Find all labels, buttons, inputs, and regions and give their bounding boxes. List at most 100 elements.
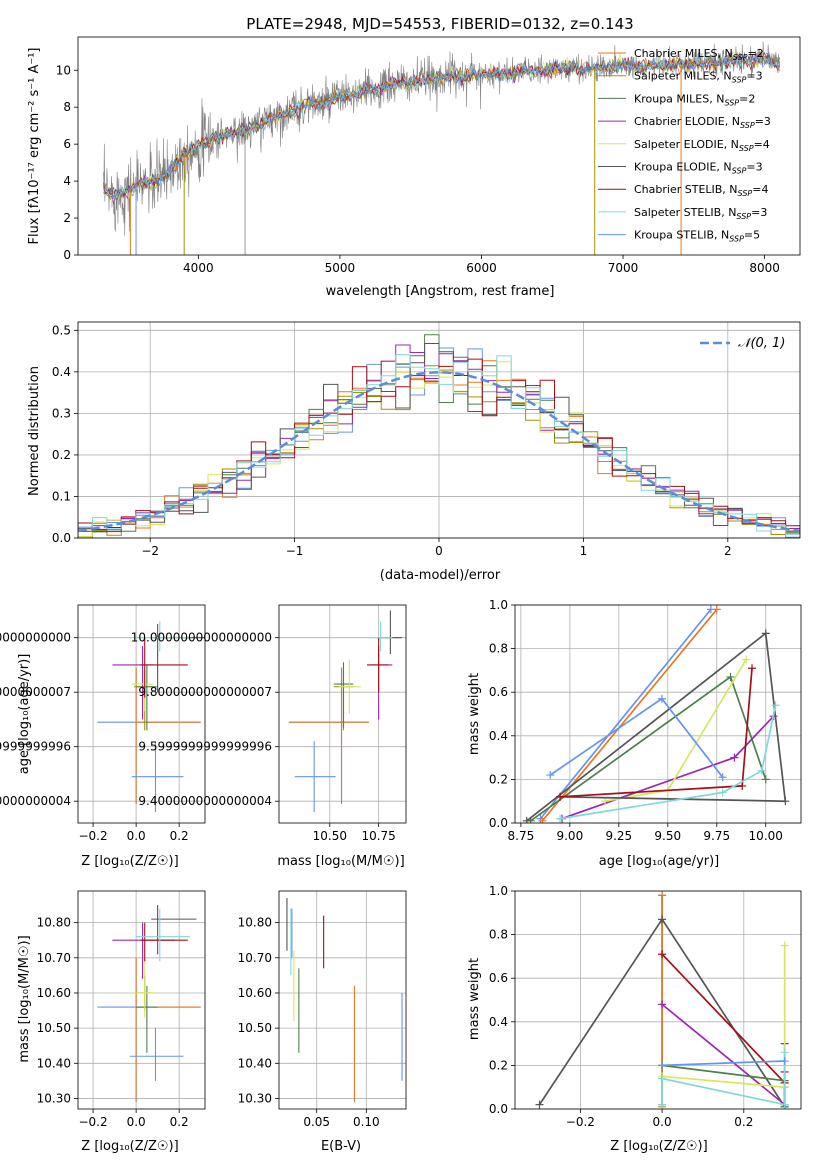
legend-label: Chabrier MILES, NSSP=2 [634, 47, 764, 62]
mass-vs-Z-xlabel: Z [log₁₀(Z/Z☉)] [81, 1139, 178, 1154]
weight-vs-Z-xlabel: Z [log₁₀(Z/Z☉)] [610, 1139, 707, 1154]
spectrum-plot-area [103, 41, 781, 255]
x-tick-label: 2 [724, 544, 732, 558]
x-tick-label: 0.0 [127, 1115, 146, 1129]
age-vs-Z-ylabel: age [log₁₀(age/yr)] [17, 654, 32, 775]
x-tick-label: 10.75 [361, 829, 395, 843]
weight-vs-Z-plot-area [535, 891, 789, 1109]
mass-weight-marker [658, 1074, 667, 1083]
mass-weight-marker [535, 1100, 544, 1109]
spectrum-xlabel: wavelength [Angstrom, rest frame] [326, 284, 555, 299]
mass-weight-marker [781, 797, 790, 806]
residuals-panel: (data-model)/error Normed distribution −… [27, 321, 801, 583]
x-tick-label: −0.2 [78, 1115, 107, 1129]
legend-label: Chabrier STELIB, NSSP=4 [634, 183, 768, 198]
mass-weight-line [559, 705, 777, 820]
age-vs-mass-xlabel: mass [log₁₀(M/M☉)] [277, 854, 404, 869]
x-tick-label: 0.10 [353, 1115, 380, 1129]
y-tick-label: 2 [63, 211, 71, 225]
y-tick-label: 10.80 [37, 916, 71, 930]
mass-vs-Z-panel: Z [log₁₀(Z/Z☉)] mass [log₁₀(M/M☉)] −0.2 0… [17, 890, 206, 1154]
x-tick-label: 0.2 [734, 1115, 753, 1129]
y-tick-label: 0.4 [52, 365, 71, 379]
y-tick-label: 1.0 [489, 598, 508, 612]
mass-weight-marker [718, 788, 727, 797]
legend-label: Kroupa MILES, NSSP=2 [634, 92, 755, 107]
legend-label: Kroupa STELIB, NSSP=5 [634, 229, 760, 244]
x-tick-label: 0.0 [653, 1115, 672, 1129]
x-tick-label: 10.00 [749, 829, 783, 843]
mass-vs-ebv-frame [278, 890, 407, 1110]
y-tick-label: 9.5999999999999996 [138, 740, 272, 754]
y-tick-label: 9.8000000000000007 [0, 685, 71, 699]
residuals-legend: 𝒩(0, 1) [700, 336, 785, 351]
weight-vs-Z-ylabel: mass weight [467, 958, 482, 1040]
mass-weight-marker [780, 1057, 789, 1066]
mass-vs-Z-plot-area [97, 905, 201, 1102]
x-tick-label: 9.25 [605, 829, 632, 843]
spectrum-legend: Chabrier MILES, NSSP=2 Salpeter MILES, NS… [598, 47, 771, 244]
mass-weight-marker [780, 1100, 789, 1109]
x-tick-label: 10.50 [313, 829, 347, 843]
y-tick-label: 10 [56, 63, 71, 77]
normal-reference-curve [78, 371, 800, 532]
mass-weight-marker [761, 629, 770, 638]
mass-weight-marker [556, 792, 565, 801]
y-tick-label: 10.30 [238, 1091, 272, 1105]
x-tick-label: 9.75 [703, 829, 730, 843]
y-tick-label: 10.50 [238, 1021, 272, 1035]
x-tick-label: −0.2 [566, 1115, 595, 1129]
y-tick-label: 0.2 [489, 772, 508, 786]
residuals-plot-area [78, 334, 800, 538]
x-tick-label: −1 [286, 544, 304, 558]
y-tick-label: 0.8 [489, 928, 508, 942]
age-vs-Z-xlabel: Z [log₁₀(Z/Z☉)] [81, 854, 178, 869]
y-tick-label: 1.0 [489, 884, 508, 898]
x-tick-label: −2 [141, 544, 159, 558]
x-tick-label: 0.2 [170, 829, 189, 843]
residuals-xlabel: (data-model)/error [380, 568, 501, 583]
mass-vs-ebv-plot-area [286, 898, 403, 1102]
x-tick-label: 1 [580, 544, 588, 558]
x-tick-label: 9.50 [654, 829, 681, 843]
spectrum-ylabel: Flux [fλ10⁻¹⁷ erg cm⁻² s⁻¹ A⁻¹] [27, 48, 42, 245]
y-tick-label: 9.4000000000000004 [0, 794, 71, 808]
y-tick-label: 4 [63, 174, 71, 188]
x-tick-label: 7000 [608, 261, 639, 275]
y-tick-label: 10.70 [238, 951, 272, 965]
weight-vs-Z-panel: Z [log₁₀(Z/Z☉)] mass weight −0.2 0.0 0.2 0.… [467, 884, 802, 1154]
x-tick-label: 4000 [183, 261, 214, 275]
mass-weight-line [661, 1052, 786, 1106]
residuals-frame [77, 321, 801, 539]
weight-vs-age-frame [514, 604, 802, 824]
y-tick-label: 10.70 [37, 951, 71, 965]
weight-vs-age-xlabel: age [log₁₀(age/yr)] [599, 854, 720, 869]
mass-weight-marker [658, 891, 667, 900]
x-tick-label: 8.75 [508, 829, 535, 843]
mass-weight-marker [657, 694, 666, 703]
y-tick-label: 9.5999999999999996 [0, 740, 71, 754]
y-tick-label: 0.4 [489, 1015, 508, 1029]
mass-weight-marker [658, 950, 667, 959]
y-tick-label: 10.50 [37, 1021, 71, 1035]
x-tick-label: 0.05 [303, 1115, 330, 1129]
y-tick-label: 0.0 [489, 816, 508, 830]
y-tick-label: 9.4000000000000004 [138, 794, 272, 808]
age-vs-mass-panel: mass [log₁₀(M/M☉)] 10.50 10.75 9.400000000… [131, 604, 407, 869]
mass-weight-marker [538, 816, 547, 823]
mass-weight-marker [742, 655, 751, 664]
spectrum-panel: PLATE=2948, MJD=54553, FIBERID=0132, z=0… [27, 15, 801, 299]
mass-weight-marker [757, 766, 766, 775]
residuals-ylabel: Normed distribution [27, 366, 42, 496]
mass-weight-marker [761, 775, 770, 784]
y-tick-label: 0.1 [52, 489, 71, 503]
mass-weight-marker [780, 941, 789, 950]
mass-weight-marker [601, 797, 610, 806]
y-tick-label: 0.2 [52, 448, 71, 462]
legend-label: Salpeter STELIB, NSSP=3 [634, 206, 767, 221]
mass-weight-marker [738, 781, 747, 790]
x-tick-label: 9.00 [556, 829, 583, 843]
mass-vs-Z-ylabel: mass [log₁₀(M/M☉)] [17, 935, 32, 1062]
y-tick-label: 10.0000000000000000 [0, 631, 71, 645]
